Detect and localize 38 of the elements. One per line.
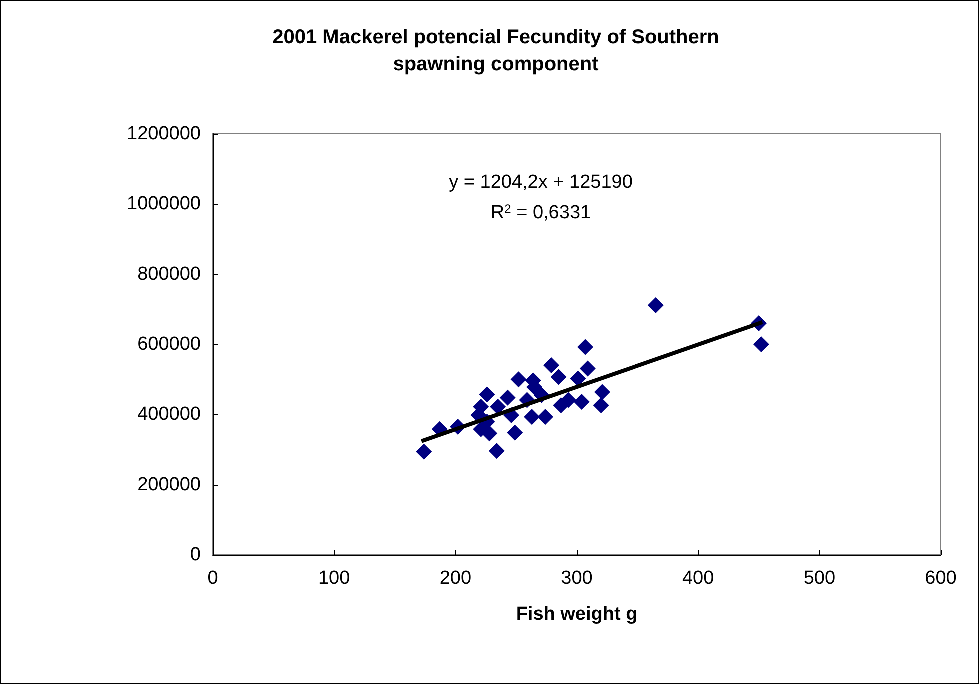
- x-tick-label: 300: [561, 568, 593, 589]
- y-tick-label: 0: [190, 544, 201, 566]
- point: [524, 409, 540, 426]
- x-tick-label: 400: [682, 568, 714, 589]
- point: [510, 372, 527, 388]
- point: [488, 443, 505, 460]
- point: [479, 386, 496, 403]
- point: [507, 424, 524, 441]
- point: [577, 339, 594, 356]
- y-tick-label: 800000: [138, 264, 201, 285]
- point: [500, 390, 516, 406]
- x-tick-label: 600: [925, 568, 957, 589]
- point: [550, 369, 567, 386]
- y-tick-label: 600000: [138, 334, 201, 355]
- y-tick-label: 200000: [138, 474, 201, 496]
- point: [580, 360, 596, 377]
- annotation: y = 1204,2x + 125190: [449, 172, 633, 193]
- y-tick-label: 400000: [138, 404, 201, 426]
- x-tick-label: 100: [318, 568, 350, 589]
- point: [544, 358, 560, 374]
- x-tick-label: 500: [804, 568, 836, 589]
- y-tick-label: 1200000: [127, 124, 201, 144]
- x-tick-label: 0: [208, 568, 218, 589]
- point: [416, 444, 432, 460]
- x-tick-label: 200: [440, 568, 472, 589]
- point: [560, 392, 577, 408]
- point: [648, 298, 664, 314]
- point: [570, 370, 586, 387]
- point: [537, 409, 554, 426]
- point: [593, 398, 610, 414]
- point: [482, 426, 498, 442]
- chart-title: 2001 Mackerel potencial Fecundity of Southern spawning component: [272, 26, 720, 76]
- point: [594, 384, 610, 400]
- point: [574, 394, 590, 410]
- y-tick-label: 1000000: [127, 194, 201, 215]
- point: [753, 336, 770, 352]
- point: [490, 398, 506, 415]
- x-axis-title: Fish weight g: [516, 604, 638, 625]
